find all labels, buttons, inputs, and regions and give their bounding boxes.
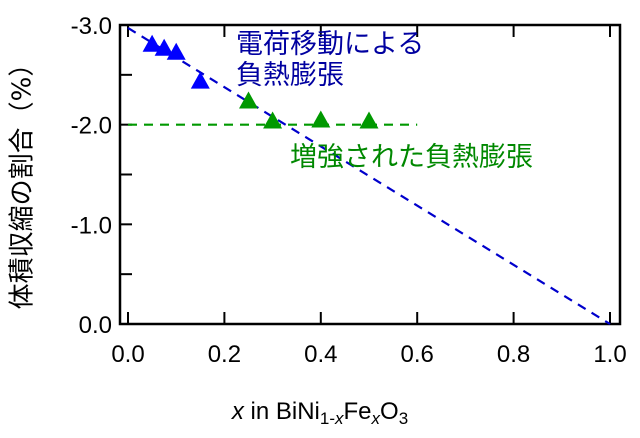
annotation-enhanced-nte: 増強された負熱膨張 bbox=[290, 142, 533, 173]
sub-x2: x bbox=[371, 409, 381, 428]
annotation-enhanced-text: 増強された負熱膨張 bbox=[290, 142, 533, 173]
triangle-marker bbox=[190, 71, 210, 89]
triangle-marker bbox=[359, 111, 379, 129]
x-tick-label: 0.2 bbox=[208, 341, 241, 368]
annotation-line-2: 負熱膨張 bbox=[236, 60, 344, 91]
triangle-marker bbox=[239, 91, 258, 109]
x-tick-label: 1.0 bbox=[593, 341, 626, 368]
x-label-in: in BiNi bbox=[243, 398, 320, 425]
sub-3: 3 bbox=[398, 409, 409, 428]
x-tick-label: 0.6 bbox=[401, 341, 434, 368]
triangle-marker bbox=[154, 38, 174, 56]
plot-axes: 0.0 0.2 0.4 0.6 0.8 1.0 0.0 -1.0 -2.0 -3.0 bbox=[71, 13, 627, 368]
y-tick-label: 0.0 bbox=[79, 312, 112, 339]
x-var: x bbox=[231, 398, 244, 425]
triangle-marker bbox=[166, 42, 186, 60]
triangle-marker bbox=[142, 34, 162, 52]
data-points bbox=[142, 34, 379, 129]
x-label-o: O bbox=[380, 398, 399, 425]
y-tick-label: -3.0 bbox=[71, 13, 112, 40]
x-tick-label: 0.0 bbox=[111, 341, 144, 368]
x-tick-label: 0.4 bbox=[304, 341, 337, 368]
x-label-fe: Fe bbox=[343, 398, 372, 425]
sub-x: x bbox=[335, 409, 344, 428]
y-tick-label: -1.0 bbox=[71, 212, 112, 239]
annotation-line-1: 電荷移動による bbox=[236, 29, 425, 60]
y-axis-label-text: 体積収縮の割合（%） bbox=[7, 50, 38, 310]
x-axis-label: x in BiNi1-xFexO3 bbox=[0, 398, 640, 428]
triangle-marker bbox=[263, 111, 283, 129]
sub-1: 1- bbox=[319, 409, 335, 428]
charge-transfer-trend-line bbox=[127, 27, 611, 325]
triangle-marker bbox=[311, 110, 331, 128]
y-tick-label: -2.0 bbox=[71, 113, 112, 140]
annotation-charge-transfer: 電荷移動による 負熱膨張 bbox=[236, 29, 424, 91]
x-tick-label: 0.8 bbox=[497, 341, 530, 368]
